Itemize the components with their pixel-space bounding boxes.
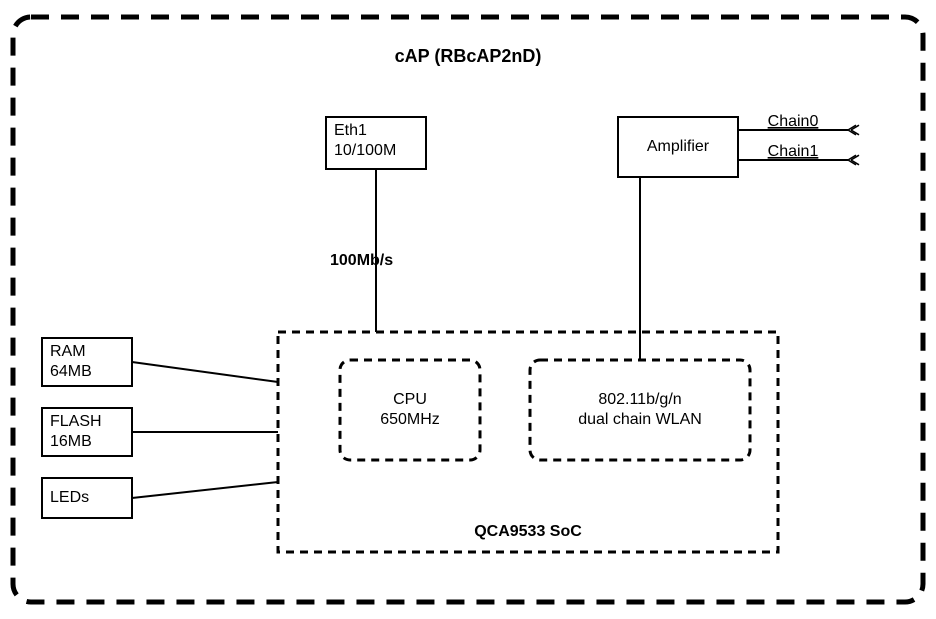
ram-line-0: RAM — [50, 343, 86, 360]
flash-line-0: FLASH — [50, 413, 102, 430]
amp-line-0: Amplifier — [647, 138, 710, 155]
eth-link-label: 100Mb/s — [330, 252, 393, 269]
flash-line-1: 16MB — [50, 433, 92, 450]
eth-line-1: 10/100M — [334, 142, 396, 159]
ram-line-1: 64MB — [50, 363, 92, 380]
wlan-line-0: 802.11b/g/n — [598, 391, 681, 408]
cpu-line-0: CPU — [393, 391, 427, 408]
eth-line-0: Eth1 — [334, 122, 367, 139]
wlan-line-1: dual chain WLAN — [578, 411, 702, 428]
chain1-label: Chain1 — [768, 143, 819, 160]
leds-line-0: LEDs — [50, 489, 89, 506]
canvas-bg — [0, 0, 936, 619]
soc-label: QCA9533 SoC — [474, 523, 582, 540]
diagram-title: cAP (RBcAP2nD) — [395, 46, 542, 66]
cpu-line-1: 650MHz — [380, 411, 440, 428]
chain0-label: Chain0 — [768, 113, 819, 130]
